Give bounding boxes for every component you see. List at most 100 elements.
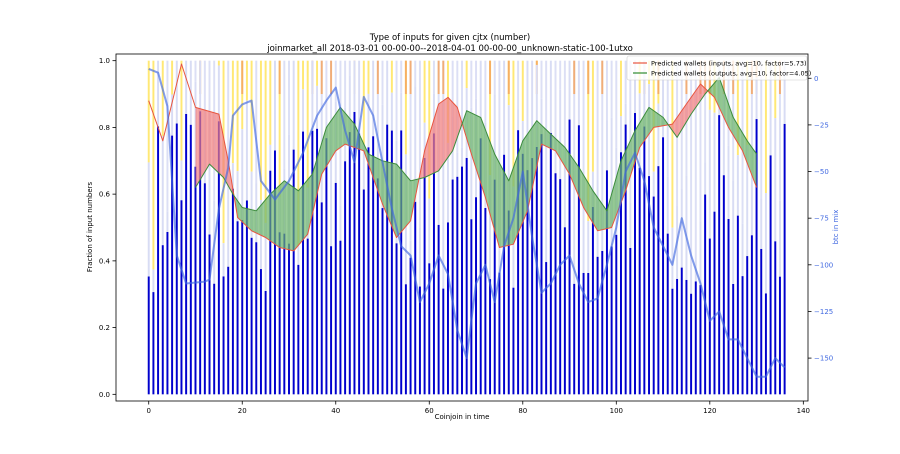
coinjoin-bar [190, 61, 192, 395]
bar-segment-middle [293, 61, 295, 150]
bar-segment-top [620, 61, 622, 116]
area-fill-segment [450, 100, 452, 154]
coinjoin-bar [316, 61, 318, 395]
coinjoin-bar [718, 61, 720, 395]
bar-segment-base [550, 133, 552, 394]
coinjoin-bar [620, 61, 622, 395]
x-tick-label: 40 [331, 407, 340, 415]
bar-segment-base [461, 167, 463, 395]
bar-segment-base [629, 248, 631, 394]
bar-segment-base [699, 285, 701, 394]
bar-segment-base [414, 202, 416, 394]
area-fill-segment [301, 185, 303, 242]
y2-tick-label: −150 [814, 355, 833, 363]
coinjoin-bar [148, 61, 150, 395]
bar-segment-top [419, 61, 421, 228]
bar-segment-middle [606, 120, 608, 170]
bar-segment-base [545, 262, 547, 394]
y-tick-label: 0.8 [99, 124, 110, 132]
coinjoin-bar [559, 61, 561, 395]
x-axis-label: Coinjoin in time [435, 413, 490, 421]
coinjoin-bar [709, 61, 711, 395]
bar-segment-base [695, 281, 697, 394]
bar-segment-middle [550, 61, 552, 133]
chart-subtitle: joinmarket_all 2018-03-01 00-00-00--2018… [0, 44, 900, 54]
bar-segment-base [760, 249, 762, 394]
bar-segment-base [573, 284, 575, 394]
bar-segment-middle [732, 180, 734, 284]
bar-segment-top [559, 61, 561, 90]
chart-title: Type of inputs for given cjtx (number) [0, 33, 900, 43]
bar-segment-middle [545, 228, 547, 262]
coinjoin-bar [751, 61, 753, 395]
coinjoin-bar [176, 61, 178, 395]
bar-segment-middle [690, 265, 692, 294]
x-tick-label: 80 [518, 407, 527, 415]
bar-segment-accent [438, 61, 440, 94]
area-fill-segment [245, 208, 247, 226]
y-tick-label: 0.2 [99, 324, 110, 332]
area-fill-segment [509, 174, 511, 245]
area-fill-segment [198, 108, 200, 184]
y-tick-label: 0.4 [99, 257, 111, 265]
coinjoin-bar [213, 61, 215, 395]
area-fill-segment [476, 115, 478, 176]
bar-segment-middle [152, 269, 154, 292]
coinjoin-bar [335, 61, 337, 395]
coinjoin-bar [419, 61, 421, 395]
area-fill-segment [474, 114, 476, 168]
area-fill-segment [504, 172, 506, 247]
coinjoin-bar [414, 61, 416, 395]
coinjoin-bar [489, 61, 491, 395]
area-fill-segment [268, 194, 270, 241]
y2-tick-label: −75 [814, 215, 829, 223]
bar-segment-base [424, 158, 426, 394]
bar-segment-middle [391, 93, 393, 131]
area-fill-segment [443, 99, 445, 164]
area-fill-segment [298, 188, 300, 245]
bar-segment-accent [442, 61, 444, 94]
coinjoin-bar [662, 61, 664, 395]
bar-segment-base [237, 221, 239, 394]
area-fill-segment [478, 116, 480, 183]
area-fill-segment [488, 136, 490, 214]
y2-tick-label: −100 [814, 261, 833, 269]
legend-label-inputs: Predicted wallets (inputs, avg=10, facto… [651, 60, 807, 68]
bar-segment-middle [166, 211, 168, 232]
bar-segment-base [209, 235, 211, 395]
bar-segment-middle [503, 61, 505, 155]
bar-segment-base [742, 276, 744, 394]
bar-segment-base [255, 242, 257, 394]
coinjoin-bar [171, 61, 173, 395]
bar-segment-top [148, 61, 150, 163]
bar-segment-middle [400, 93, 402, 131]
coinjoin-bar [353, 61, 355, 395]
bar-segment-middle [555, 150, 557, 174]
bar-segment-middle [742, 223, 744, 276]
bar-segment-accent [508, 61, 510, 94]
bar-segment-base [438, 225, 440, 394]
area-fill-segment [649, 107, 651, 134]
coinjoin-bar [732, 61, 734, 395]
area-fill-segment [495, 154, 497, 239]
bar-segment-top [433, 61, 435, 94]
area-fill-segment [600, 201, 602, 230]
bar-segment-top [335, 61, 337, 102]
bar-segment-base [498, 273, 500, 395]
bar-segment-base [718, 115, 720, 394]
y2-tick-label: −125 [814, 308, 833, 316]
area-fill-segment [541, 125, 543, 145]
bar-segment-middle [274, 61, 276, 151]
coinjoin-bar [760, 61, 762, 395]
area-fill-segment [591, 187, 593, 223]
coinjoin-bar [484, 61, 486, 395]
area-fill-segment [654, 111, 656, 128]
bar-segment-middle [657, 104, 659, 167]
area-fill-segment [350, 119, 352, 147]
bar-segment-top [180, 61, 182, 161]
bar-segment-middle [316, 86, 318, 129]
area-fill-segment [656, 112, 658, 127]
area-fill-segment [254, 210, 256, 233]
area-fill-segment [511, 167, 513, 244]
bar-segment-top [611, 61, 613, 118]
